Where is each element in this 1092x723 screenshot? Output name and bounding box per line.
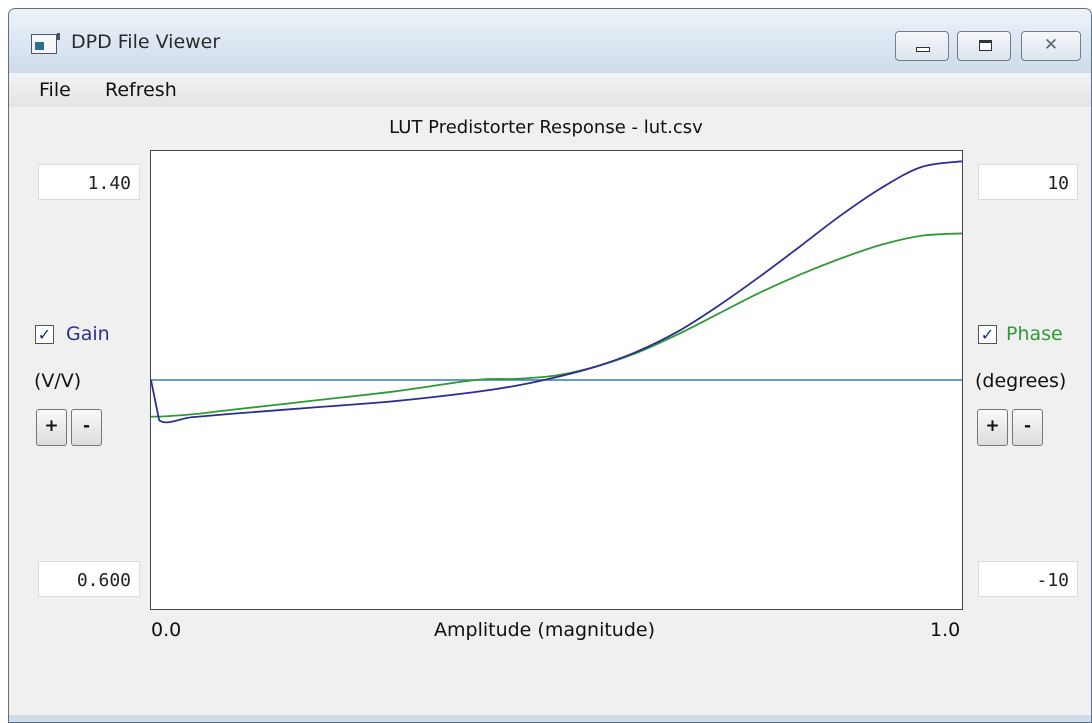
- minimize-button[interactable]: [895, 31, 949, 61]
- title-bar[interactable]: DPD File Viewer ✕: [9, 9, 1091, 73]
- plot-area: [150, 150, 963, 610]
- phase-checkbox[interactable]: ✓: [978, 325, 997, 344]
- gain-minus-button[interactable]: -: [71, 409, 102, 446]
- x-axis-max-label: 1.0: [930, 619, 961, 641]
- x-axis-label: Amplitude (magnitude): [434, 619, 656, 641]
- gain-min-field[interactable]: 0.600: [38, 561, 140, 597]
- plot-svg: [151, 160, 962, 424]
- phase-minus-button[interactable]: -: [1012, 409, 1043, 446]
- minimize-icon: [916, 47, 930, 52]
- phase-plus-button[interactable]: +: [977, 409, 1008, 446]
- gain-max-field[interactable]: 1.40: [38, 164, 140, 200]
- menu-refresh[interactable]: Refresh: [105, 79, 177, 101]
- phase-min-field[interactable]: -10: [978, 561, 1078, 597]
- gain-unit: (V/V): [34, 370, 82, 392]
- x-axis-min-label: 0.0: [151, 619, 182, 641]
- gain-label: Gain: [66, 323, 110, 345]
- gain-check-icon: ✓: [37, 325, 52, 344]
- phase-check-icon: ✓: [980, 325, 995, 344]
- close-icon: ✕: [1043, 35, 1059, 55]
- gain-plus-button[interactable]: +: [36, 409, 67, 446]
- phase-max-field[interactable]: 10: [978, 164, 1078, 200]
- app-icon: [31, 33, 60, 54]
- phase-series-line: [151, 232, 962, 418]
- maximize-icon: [979, 40, 992, 51]
- close-button[interactable]: ✕: [1021, 31, 1081, 61]
- gain-checkbox[interactable]: ✓: [35, 325, 54, 344]
- menu-bar: File Refresh: [9, 73, 1091, 107]
- maximize-button[interactable]: [957, 31, 1011, 61]
- gain-series-line: [151, 160, 962, 424]
- menu-file[interactable]: File: [39, 79, 71, 101]
- window-title: DPD File Viewer: [71, 31, 221, 53]
- phase-unit: (degrees): [975, 370, 1067, 392]
- chart-title: LUT Predistorter Response - lut.csv: [389, 117, 703, 138]
- phase-label: Phase: [1006, 323, 1063, 345]
